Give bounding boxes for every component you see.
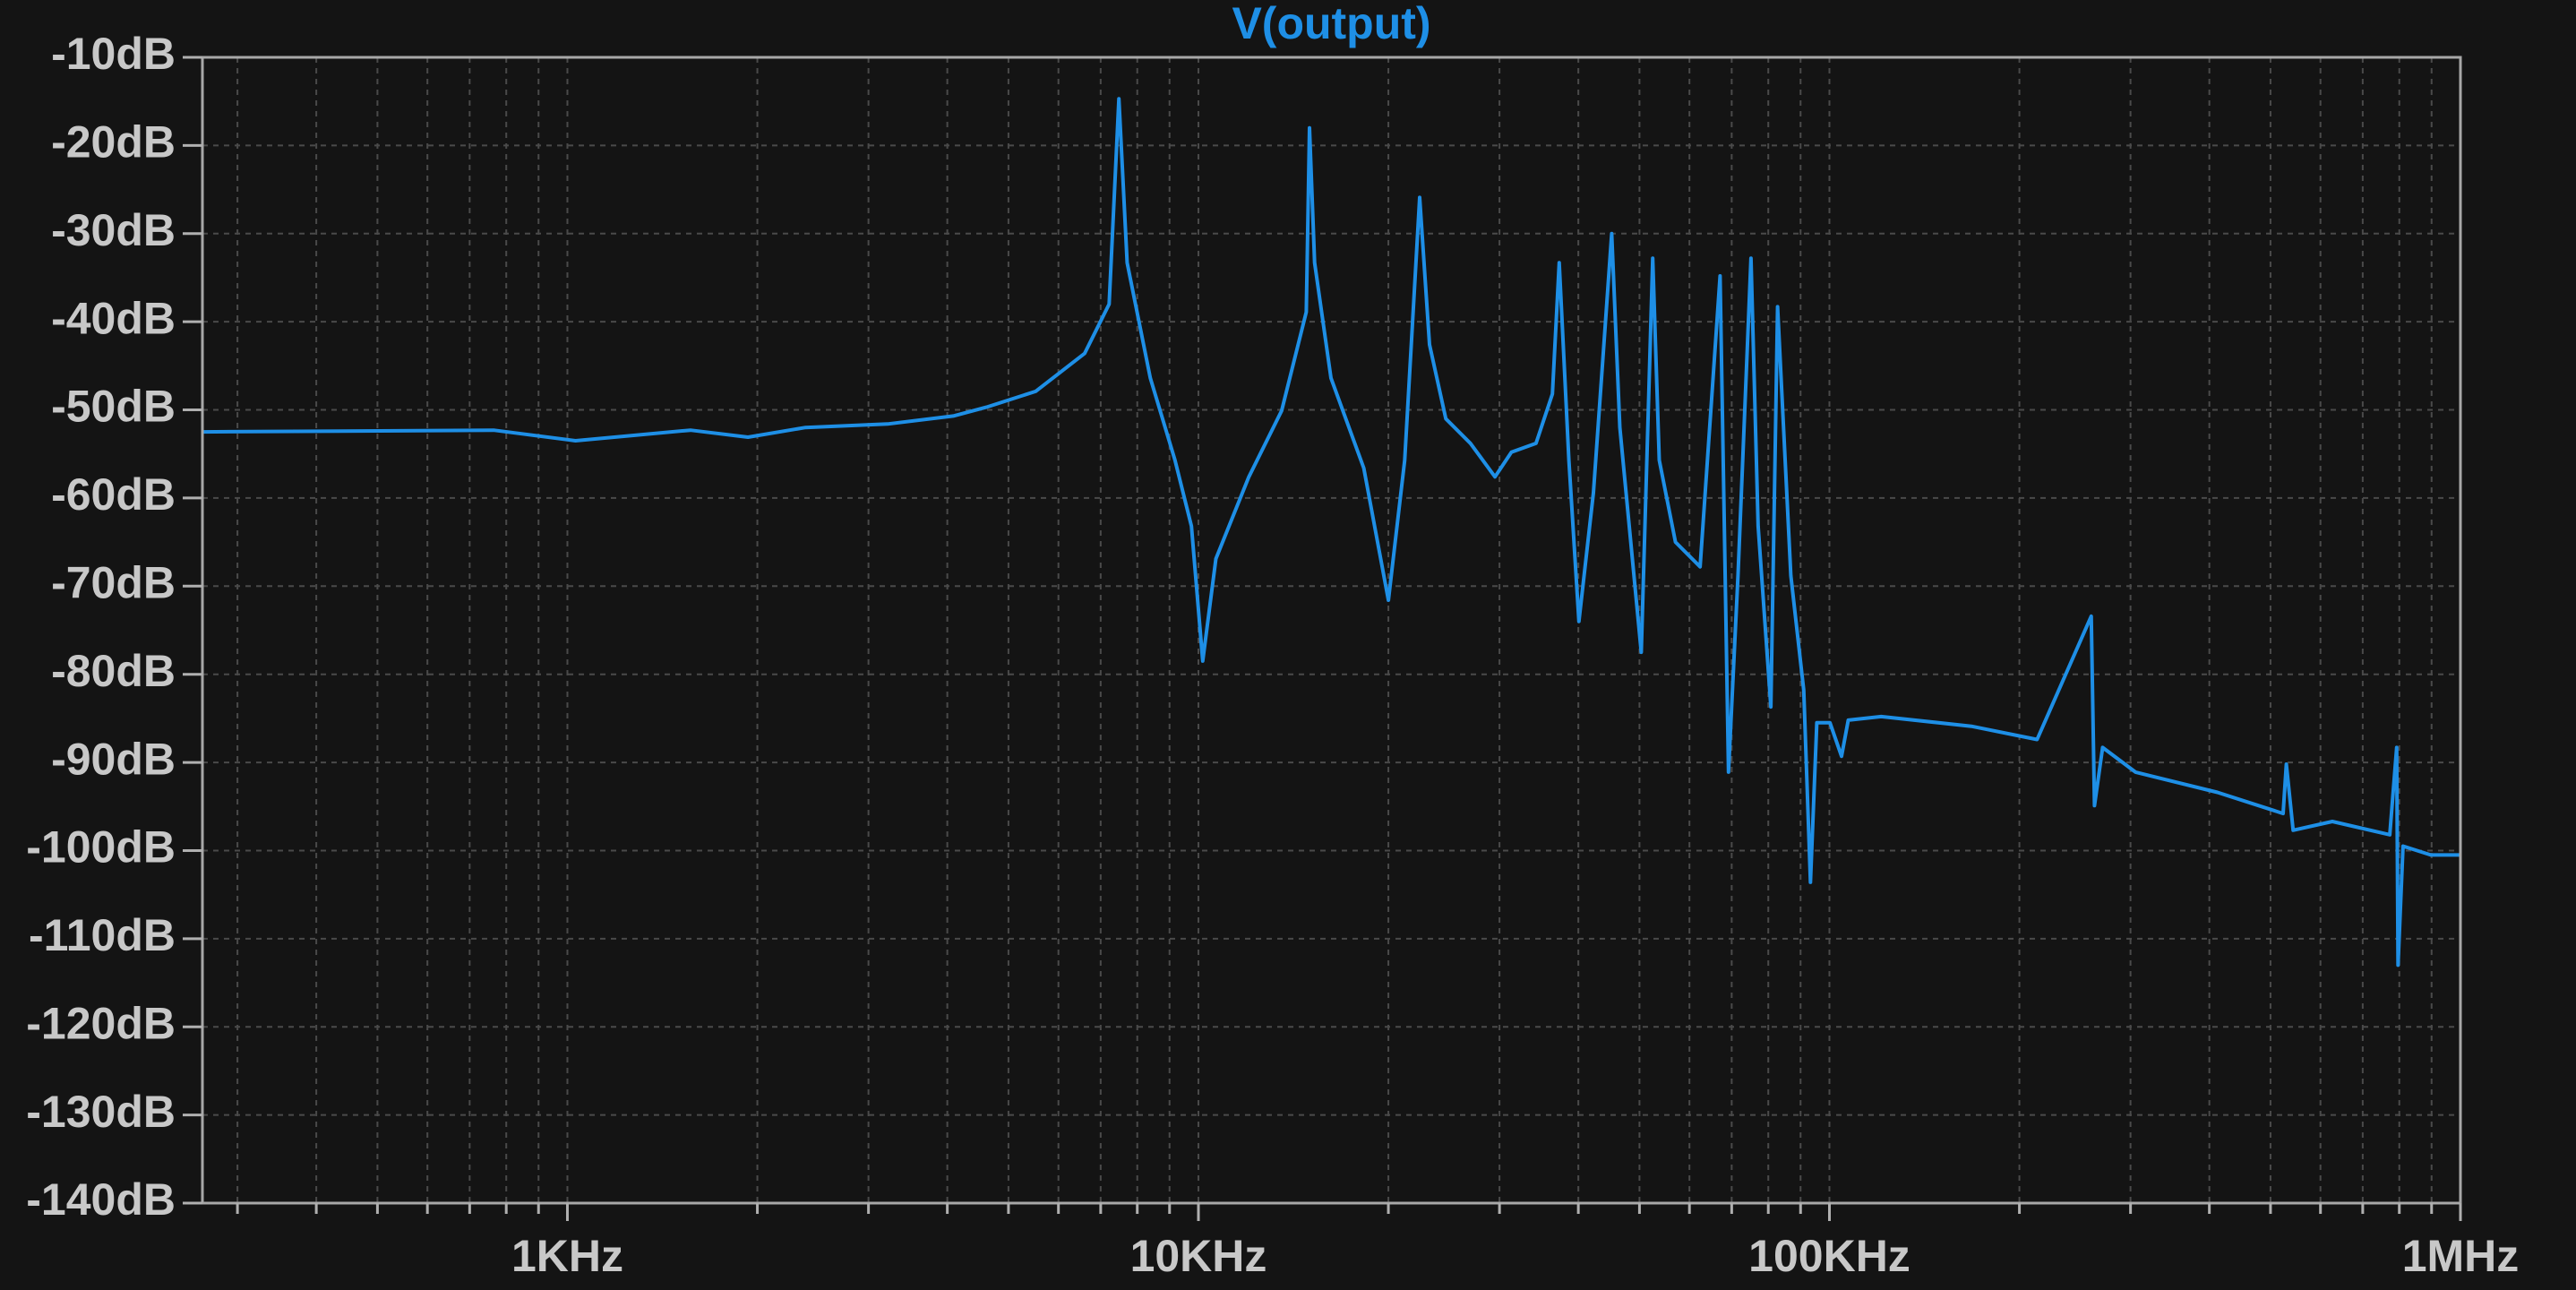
y-tick-label: -130dB	[26, 1087, 176, 1137]
y-tick-label: -20dB	[51, 117, 176, 168]
series-line	[202, 97, 2460, 968]
y-tick-label: -60dB	[51, 469, 176, 520]
y-tick-label: -110dB	[29, 910, 176, 960]
x-tick-label: 100KHz	[1748, 1231, 1911, 1281]
y-tick-label: -30dB	[51, 205, 176, 255]
y-tick-label: -120dB	[26, 998, 176, 1048]
y-tick-label: -10dB	[51, 29, 176, 79]
y-tick-label: -140dB	[26, 1174, 176, 1225]
legend-entry: V(output)	[1232, 0, 1430, 48]
y-tick-label: -90dB	[51, 734, 176, 784]
plot-frame	[201, 56, 2462, 1205]
y-tick-label: -70dB	[51, 558, 176, 608]
plot-area	[202, 97, 2460, 968]
y-tick-label: -50dB	[51, 382, 176, 432]
y-tick-label: -80dB	[51, 646, 176, 696]
y-tick-label: -40dB	[51, 293, 176, 343]
x-tick-label: 10KHz	[1130, 1231, 1267, 1281]
x-tick-label: 1KHz	[511, 1231, 623, 1281]
y-tick-label: -100dB	[26, 822, 176, 873]
x-tick-label: 1MHz	[2402, 1231, 2520, 1281]
